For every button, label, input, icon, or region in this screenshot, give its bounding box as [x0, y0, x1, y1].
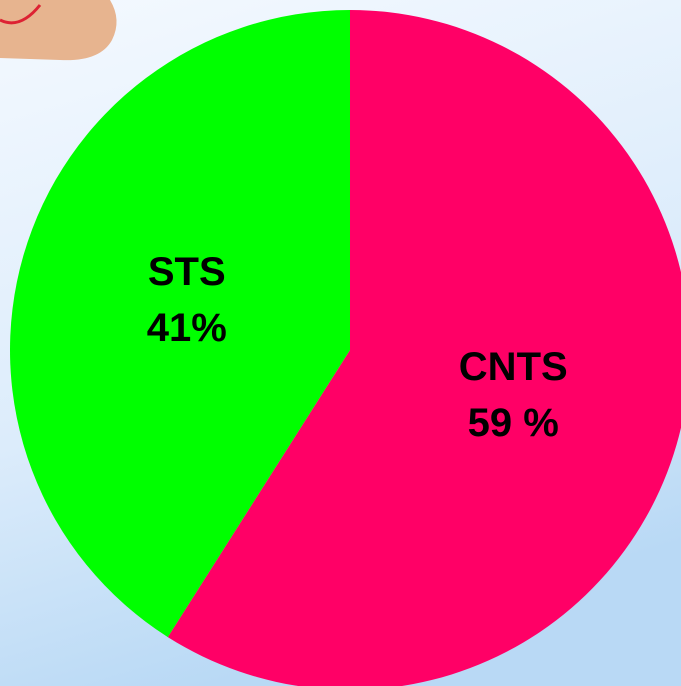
slice-label: STS — [148, 250, 226, 294]
value-label: 41% — [147, 306, 227, 350]
page: {"chart_data": {"type": "pie", "categori… — [0, 0, 681, 686]
value-label: 59 % — [468, 401, 559, 445]
slice-label: CNTS — [459, 345, 568, 389]
decoration — [0, 0, 117, 60]
chart: CNTS 59 % STS 41% — [0, 0, 681, 686]
